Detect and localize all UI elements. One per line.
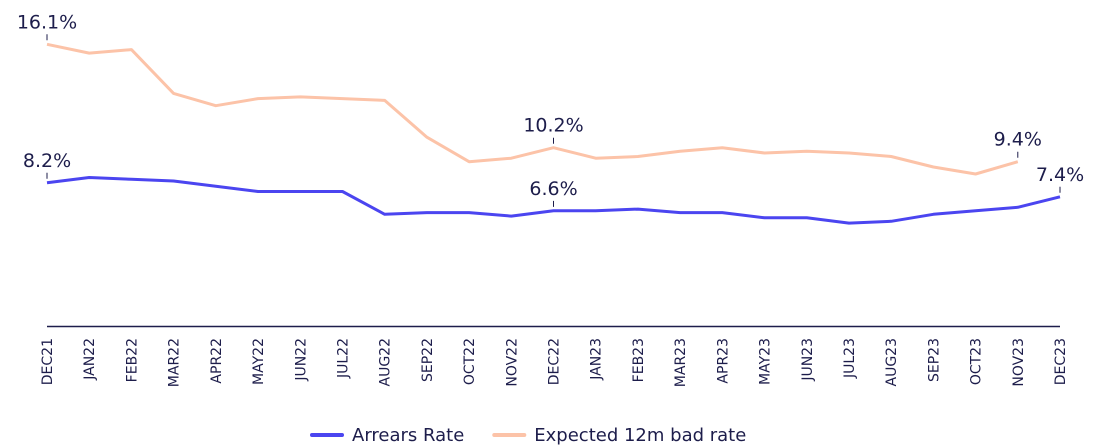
x-tick-label: JUL23	[842, 338, 858, 379]
x-tick-label: MAR23	[673, 338, 689, 387]
x-tick-label: APR22	[209, 338, 225, 384]
data-label: 9.4%	[994, 129, 1042, 151]
x-tick-label: MAR22	[167, 338, 183, 387]
x-tick-label: DEC22	[547, 338, 563, 385]
x-tick-label: MAY23	[758, 338, 774, 385]
x-tick-label: DEC23	[1053, 338, 1069, 385]
x-tick-label: OCT23	[969, 338, 985, 385]
x-tick-label: OCT22	[462, 338, 478, 385]
series-line	[46, 42, 1019, 176]
x-tick-label: JAN23	[589, 338, 605, 381]
x-tick-label: JUL22	[335, 338, 351, 379]
data-label: 16.1%	[17, 11, 77, 33]
legend-label: Expected 12m bad rate	[534, 425, 746, 446]
data-label: 8.2%	[23, 150, 71, 172]
x-tick-label: APR23	[715, 338, 731, 384]
x-tick-label: SEP22	[420, 338, 436, 382]
x-tick-label: JUN23	[800, 338, 816, 382]
x-tick-label: MAY22	[251, 338, 267, 385]
x-tick-label: NOV22	[504, 338, 520, 387]
x-tick-label: FEB23	[631, 338, 647, 382]
legend-label: Arrears Rate	[352, 425, 464, 446]
x-tick-label: JAN22	[82, 338, 98, 381]
data-label: 6.6%	[529, 178, 577, 200]
data-label: 10.2%	[523, 115, 583, 137]
data-label: 7.4%	[1036, 164, 1084, 186]
x-tick-label: AUG23	[884, 338, 900, 387]
x-tick-label: NOV23	[1011, 338, 1027, 387]
x-tick-label: JUN22	[293, 338, 309, 382]
series-line	[46, 176, 1061, 225]
x-tick-label: FEB22	[124, 338, 140, 382]
x-tick-label: DEC21	[40, 338, 56, 385]
x-tick-label: AUG22	[378, 338, 394, 387]
x-tick-label: SEP23	[926, 338, 942, 382]
